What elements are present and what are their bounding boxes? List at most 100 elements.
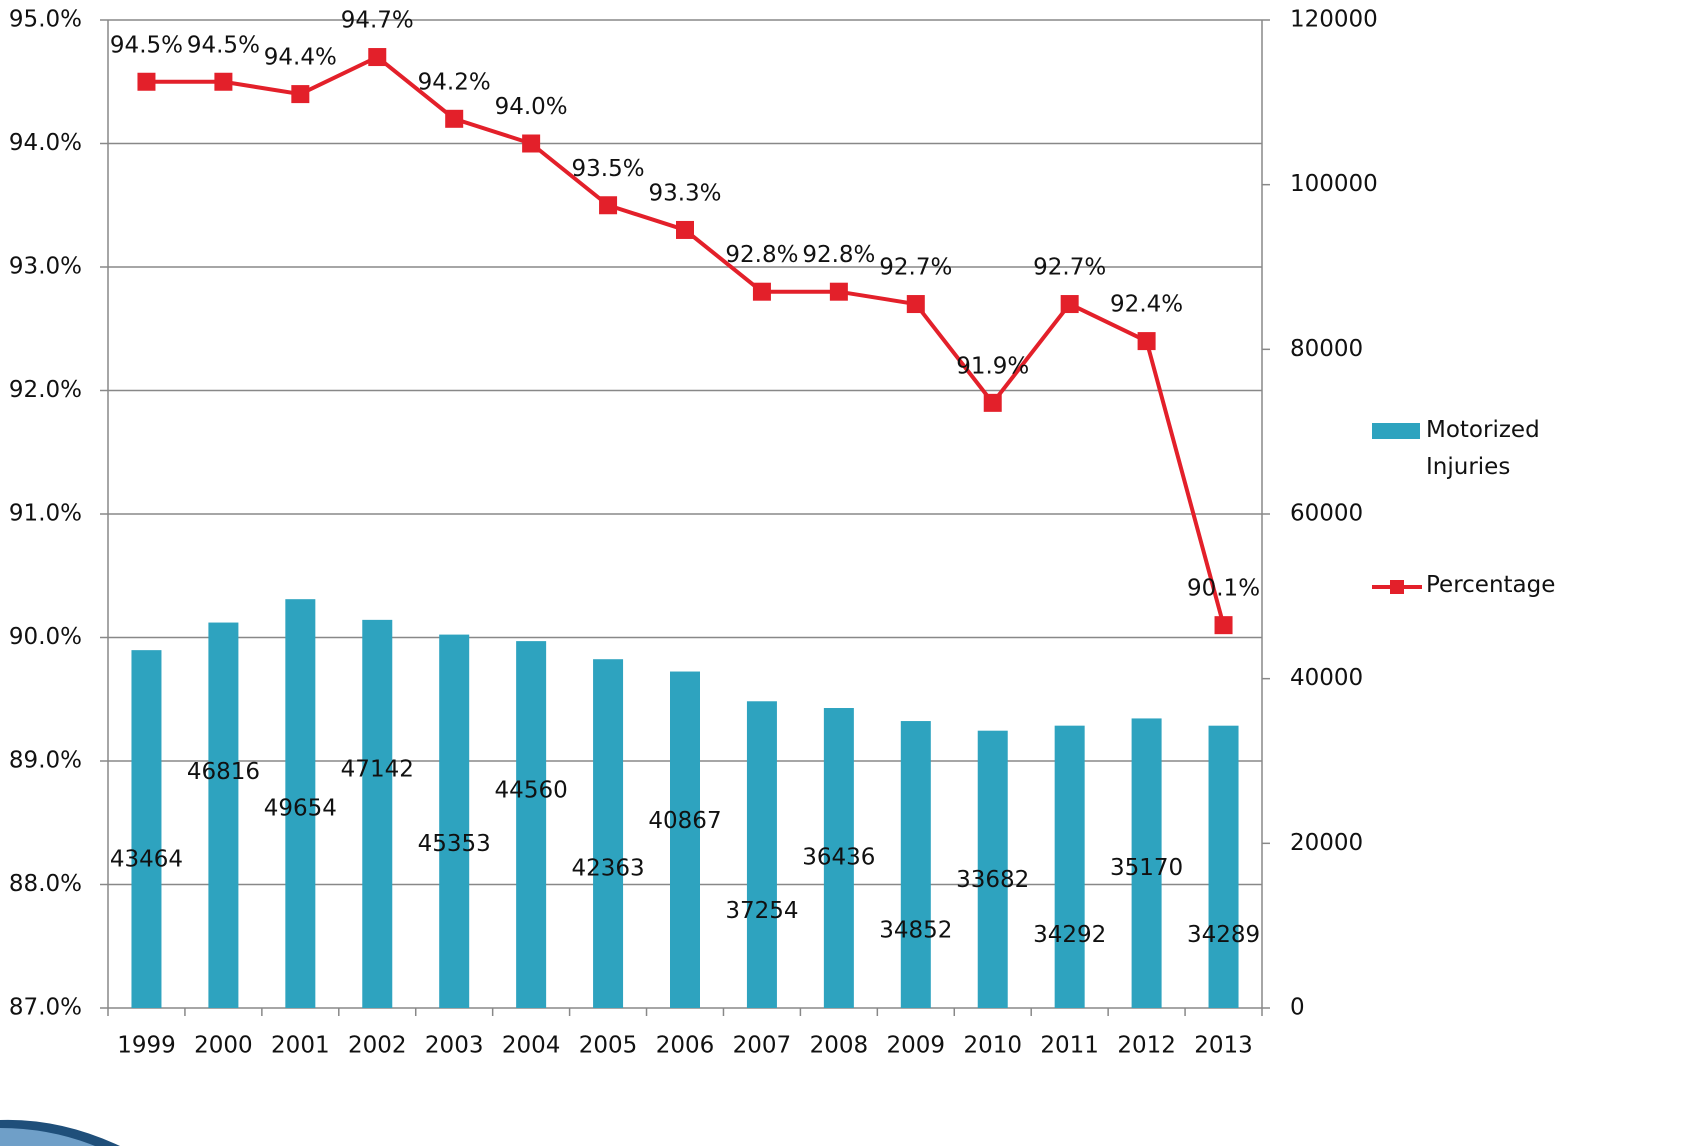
- y-tick-label: 94.0%: [9, 130, 82, 156]
- data-label: 44560: [495, 778, 568, 804]
- bar: [900, 721, 931, 1008]
- bar: [516, 641, 547, 1008]
- legend-entry: Motorized Injuries: [1372, 412, 1540, 486]
- x-tick-label: 2009: [887, 1033, 946, 1059]
- x-tick-label: 1999: [117, 1033, 176, 1059]
- y2-tick-label: 60000: [1290, 501, 1363, 527]
- data-label: 40867: [648, 808, 721, 834]
- y2-tick-label: 120000: [1290, 7, 1378, 33]
- y-tick-label: 87.0%: [9, 995, 82, 1021]
- data-label: 94.7%: [341, 8, 414, 34]
- data-label: 94.5%: [187, 32, 260, 58]
- marker: [522, 134, 541, 153]
- data-label: 93.3%: [648, 180, 721, 206]
- x-tick-label: 2003: [425, 1033, 484, 1059]
- marker: [214, 72, 233, 91]
- bar: [670, 671, 700, 1008]
- y2-tick-label: 100000: [1290, 171, 1378, 197]
- marker: [599, 196, 618, 215]
- data-label: 92.7%: [1033, 255, 1106, 281]
- marker: [1060, 295, 1079, 314]
- x-tick-label: 2004: [502, 1033, 561, 1059]
- data-label: 49654: [264, 796, 337, 822]
- y2-tick-label: 40000: [1290, 665, 1363, 691]
- legend-label: Percentage: [1426, 572, 1556, 598]
- marker: [368, 48, 387, 67]
- x-tick-label: 2001: [271, 1033, 330, 1059]
- y-tick-label: 89.0%: [9, 748, 82, 774]
- marker: [906, 295, 925, 314]
- x-tick-label: 2007: [733, 1033, 792, 1059]
- marker: [137, 72, 156, 91]
- legend-swatch: [1372, 423, 1420, 439]
- bar: [362, 619, 393, 1008]
- bar: [208, 622, 239, 1008]
- data-label: 46816: [187, 759, 260, 785]
- data-label: 34852: [879, 918, 952, 944]
- data-label: 92.4%: [1110, 292, 1183, 318]
- data-label: 92.8%: [725, 242, 798, 268]
- marker: [829, 282, 848, 301]
- marker: [676, 220, 694, 239]
- data-label: 94.4%: [264, 45, 337, 71]
- y-tick-label: 90.0%: [9, 624, 82, 650]
- marker: [1137, 332, 1156, 351]
- x-tick-label: 2013: [1194, 1033, 1253, 1059]
- data-label: 35170: [1110, 855, 1183, 881]
- x-tick-label: 2002: [348, 1033, 407, 1059]
- legend-entry: Percentage: [1372, 567, 1572, 604]
- data-label: 36436: [802, 845, 875, 871]
- bar: [1208, 725, 1239, 1008]
- decoration: [0, 1128, 95, 1146]
- x-tick-label: 2011: [1040, 1033, 1099, 1059]
- data-label: 34292: [1033, 922, 1106, 948]
- y-tick-label: 88.0%: [9, 871, 82, 897]
- bar: [131, 650, 162, 1008]
- marker: [445, 109, 464, 128]
- bar: [746, 701, 777, 1008]
- legend-swatch: [1372, 580, 1422, 594]
- data-label: 91.9%: [956, 353, 1029, 379]
- bar: [1054, 725, 1085, 1008]
- marker: [1214, 616, 1233, 635]
- x-tick-label: 2005: [579, 1033, 638, 1059]
- bar: [823, 708, 854, 1008]
- data-label: 34289: [1187, 922, 1260, 948]
- y2-tick-label: 0: [1290, 995, 1305, 1021]
- data-label: 47142: [341, 756, 414, 782]
- bar: [285, 599, 316, 1008]
- y-tick-label: 95.0%: [9, 7, 82, 33]
- data-label: 92.8%: [802, 242, 875, 268]
- data-label: 94.0%: [495, 94, 568, 120]
- bar: [1131, 718, 1162, 1008]
- y-tick-label: 92.0%: [9, 377, 82, 403]
- data-label: 37254: [725, 898, 798, 924]
- marker: [752, 282, 771, 301]
- y-tick-label: 93.0%: [9, 254, 82, 280]
- data-label: 33682: [956, 867, 1029, 893]
- x-tick-label: 2006: [656, 1033, 715, 1059]
- bar: [977, 730, 1008, 1008]
- bar: [593, 659, 624, 1008]
- y2-tick-label: 80000: [1290, 336, 1363, 362]
- data-label: 93.5%: [572, 156, 645, 182]
- data-label: 90.1%: [1187, 576, 1260, 602]
- data-label: 92.7%: [879, 255, 952, 281]
- x-tick-label: 2000: [194, 1033, 253, 1059]
- data-label: 45353: [418, 831, 491, 857]
- x-tick-label: 2008: [810, 1033, 869, 1059]
- y-tick-label: 91.0%: [9, 501, 82, 527]
- data-label: 94.2%: [418, 69, 491, 95]
- bar: [439, 634, 470, 1008]
- y2-tick-label: 20000: [1290, 830, 1363, 856]
- line: [146, 54, 1226, 626]
- data-label: 43464: [110, 847, 183, 873]
- marker: [291, 85, 310, 104]
- marker: [983, 393, 1002, 412]
- legend-label: Motorized Injuries: [1426, 417, 1540, 480]
- data-label: 42363: [571, 856, 644, 882]
- x-tick-label: 2010: [963, 1033, 1022, 1059]
- data-label: 94.5%: [110, 32, 183, 58]
